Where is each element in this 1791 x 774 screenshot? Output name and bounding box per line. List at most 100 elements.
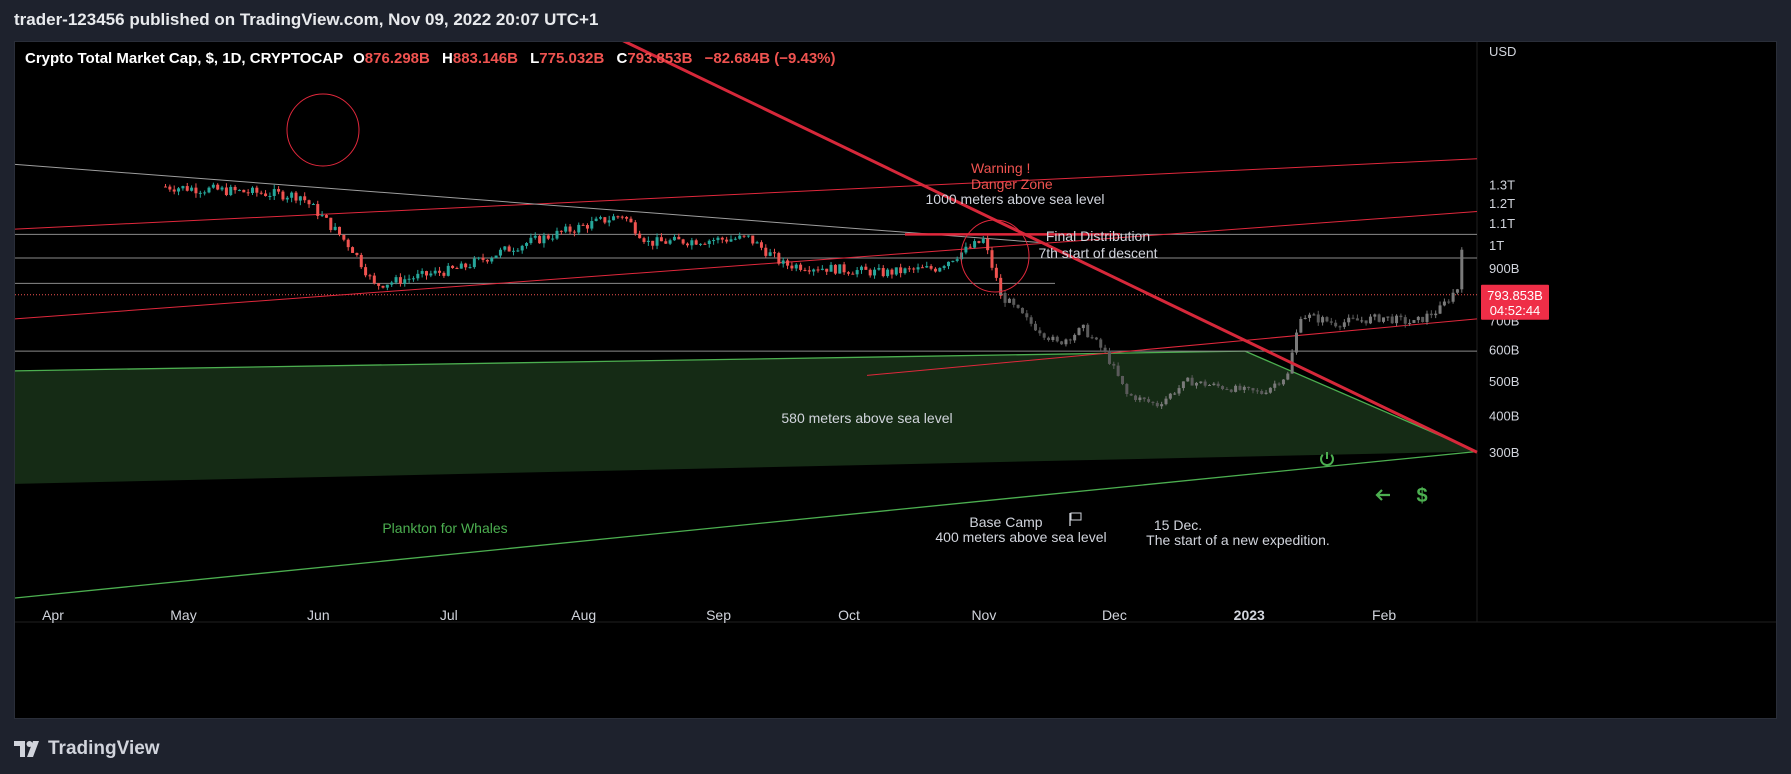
price-candle[interactable] [494, 255, 498, 259]
price-candle[interactable] [577, 224, 581, 233]
price-candle[interactable] [599, 217, 602, 219]
price-candle[interactable] [211, 184, 215, 188]
price-candle[interactable] [403, 279, 407, 284]
price-candle[interactable] [725, 239, 729, 242]
projection-candle[interactable] [1034, 323, 1037, 331]
price-candle[interactable] [290, 192, 294, 198]
price-candle[interactable] [338, 226, 341, 235]
price-candle[interactable] [346, 239, 350, 248]
price-candle[interactable] [572, 231, 576, 233]
price-candle[interactable] [525, 243, 529, 246]
projection-candle[interactable] [1007, 298, 1011, 303]
price-candle[interactable] [490, 258, 494, 262]
price-candle[interactable] [659, 237, 663, 242]
price-candle[interactable] [390, 282, 394, 285]
price-candle[interactable] [981, 238, 985, 243]
price-candle[interactable] [468, 267, 472, 269]
projection-candle[interactable] [1255, 390, 1259, 392]
price-candle[interactable] [438, 270, 442, 273]
price-candle[interactable] [311, 204, 315, 206]
price-candle[interactable] [298, 196, 302, 201]
price-candle[interactable] [507, 246, 511, 252]
price-candle[interactable] [764, 247, 768, 256]
price-candle[interactable] [385, 284, 389, 288]
price-candle[interactable] [581, 224, 585, 226]
price-candle[interactable] [712, 240, 716, 242]
projection-candle[interactable] [1103, 347, 1107, 351]
price-candle[interactable] [333, 226, 337, 230]
price-candle[interactable] [329, 217, 333, 230]
projection-candle[interactable] [1208, 384, 1211, 386]
price-candle[interactable] [886, 269, 890, 277]
price-candle[interactable] [894, 267, 898, 275]
price-candle[interactable] [638, 233, 642, 239]
price-candle[interactable] [472, 258, 476, 268]
projection-candle[interactable] [1325, 317, 1329, 322]
projection-candle[interactable] [1334, 322, 1338, 327]
projection-candle[interactable] [1081, 324, 1085, 329]
projection-candle[interactable] [1155, 402, 1159, 407]
price-candle[interactable] [860, 266, 863, 271]
price-candle[interactable] [555, 230, 559, 239]
price-candle[interactable] [751, 235, 755, 244]
price-candle[interactable] [220, 187, 224, 190]
price-candle[interactable] [559, 230, 563, 232]
projection-candle[interactable] [1107, 350, 1111, 364]
projection-candle[interactable] [1064, 339, 1068, 345]
projection-candle[interactable] [1368, 316, 1372, 324]
price-candle[interactable] [786, 260, 790, 266]
price-candle[interactable] [960, 252, 964, 260]
price-candle[interactable] [864, 266, 868, 270]
price-candle[interactable] [642, 238, 646, 242]
price-candle[interactable] [855, 270, 859, 275]
projection-candle[interactable] [1295, 332, 1298, 353]
projection-candle[interactable] [1138, 397, 1142, 400]
projection-candle[interactable] [1012, 298, 1016, 305]
price-candle[interactable] [481, 257, 485, 260]
price-candle[interactable] [620, 216, 624, 218]
price-candle[interactable] [881, 268, 885, 277]
price-candle[interactable] [594, 218, 598, 222]
price-candle[interactable] [324, 215, 328, 218]
projection-candle[interactable] [1377, 314, 1381, 322]
price-candle[interactable] [699, 243, 703, 245]
projection-candle[interactable] [1347, 317, 1351, 323]
price-candle[interactable] [890, 269, 894, 275]
price-candle[interactable] [625, 217, 629, 219]
projection-candle[interactable] [1321, 317, 1325, 323]
price-candle[interactable] [190, 187, 194, 191]
price-candle[interactable] [646, 240, 650, 242]
projection-candle[interactable] [1151, 401, 1155, 403]
price-candle[interactable] [503, 246, 507, 250]
price-candle[interactable] [977, 241, 981, 243]
price-candle[interactable] [607, 220, 611, 223]
price-candle[interactable] [420, 271, 424, 274]
projection-candle[interactable] [1455, 289, 1459, 293]
price-candle[interactable] [677, 236, 681, 240]
projection-candle[interactable] [1020, 307, 1024, 314]
price-candle[interactable] [877, 268, 881, 270]
price-candle[interactable] [777, 253, 781, 264]
price-candle[interactable] [720, 237, 724, 240]
price-candle[interactable] [398, 277, 402, 284]
price-candle[interactable] [759, 242, 763, 248]
mid-channel-line[interactable] [15, 210, 1478, 320]
price-candle[interactable] [307, 200, 311, 205]
projection-candle[interactable] [1186, 377, 1190, 382]
projection-candle[interactable] [1355, 318, 1359, 321]
projection-candle[interactable] [1438, 305, 1442, 314]
price-candle[interactable] [207, 187, 211, 193]
price-candle[interactable] [251, 187, 254, 194]
price-candle[interactable] [394, 277, 398, 283]
price-candle[interactable] [359, 254, 363, 268]
price-candle[interactable] [903, 268, 907, 274]
projection-candle[interactable] [1277, 383, 1281, 385]
projection-candle[interactable] [1399, 315, 1403, 318]
price-candle[interactable] [929, 266, 933, 269]
price-candle[interactable] [224, 187, 228, 196]
price-candle[interactable] [651, 240, 655, 246]
price-candle[interactable] [194, 187, 198, 194]
price-candle[interactable] [342, 234, 346, 240]
projection-candle[interactable] [1038, 330, 1042, 334]
projection-candle[interactable] [1229, 389, 1233, 392]
